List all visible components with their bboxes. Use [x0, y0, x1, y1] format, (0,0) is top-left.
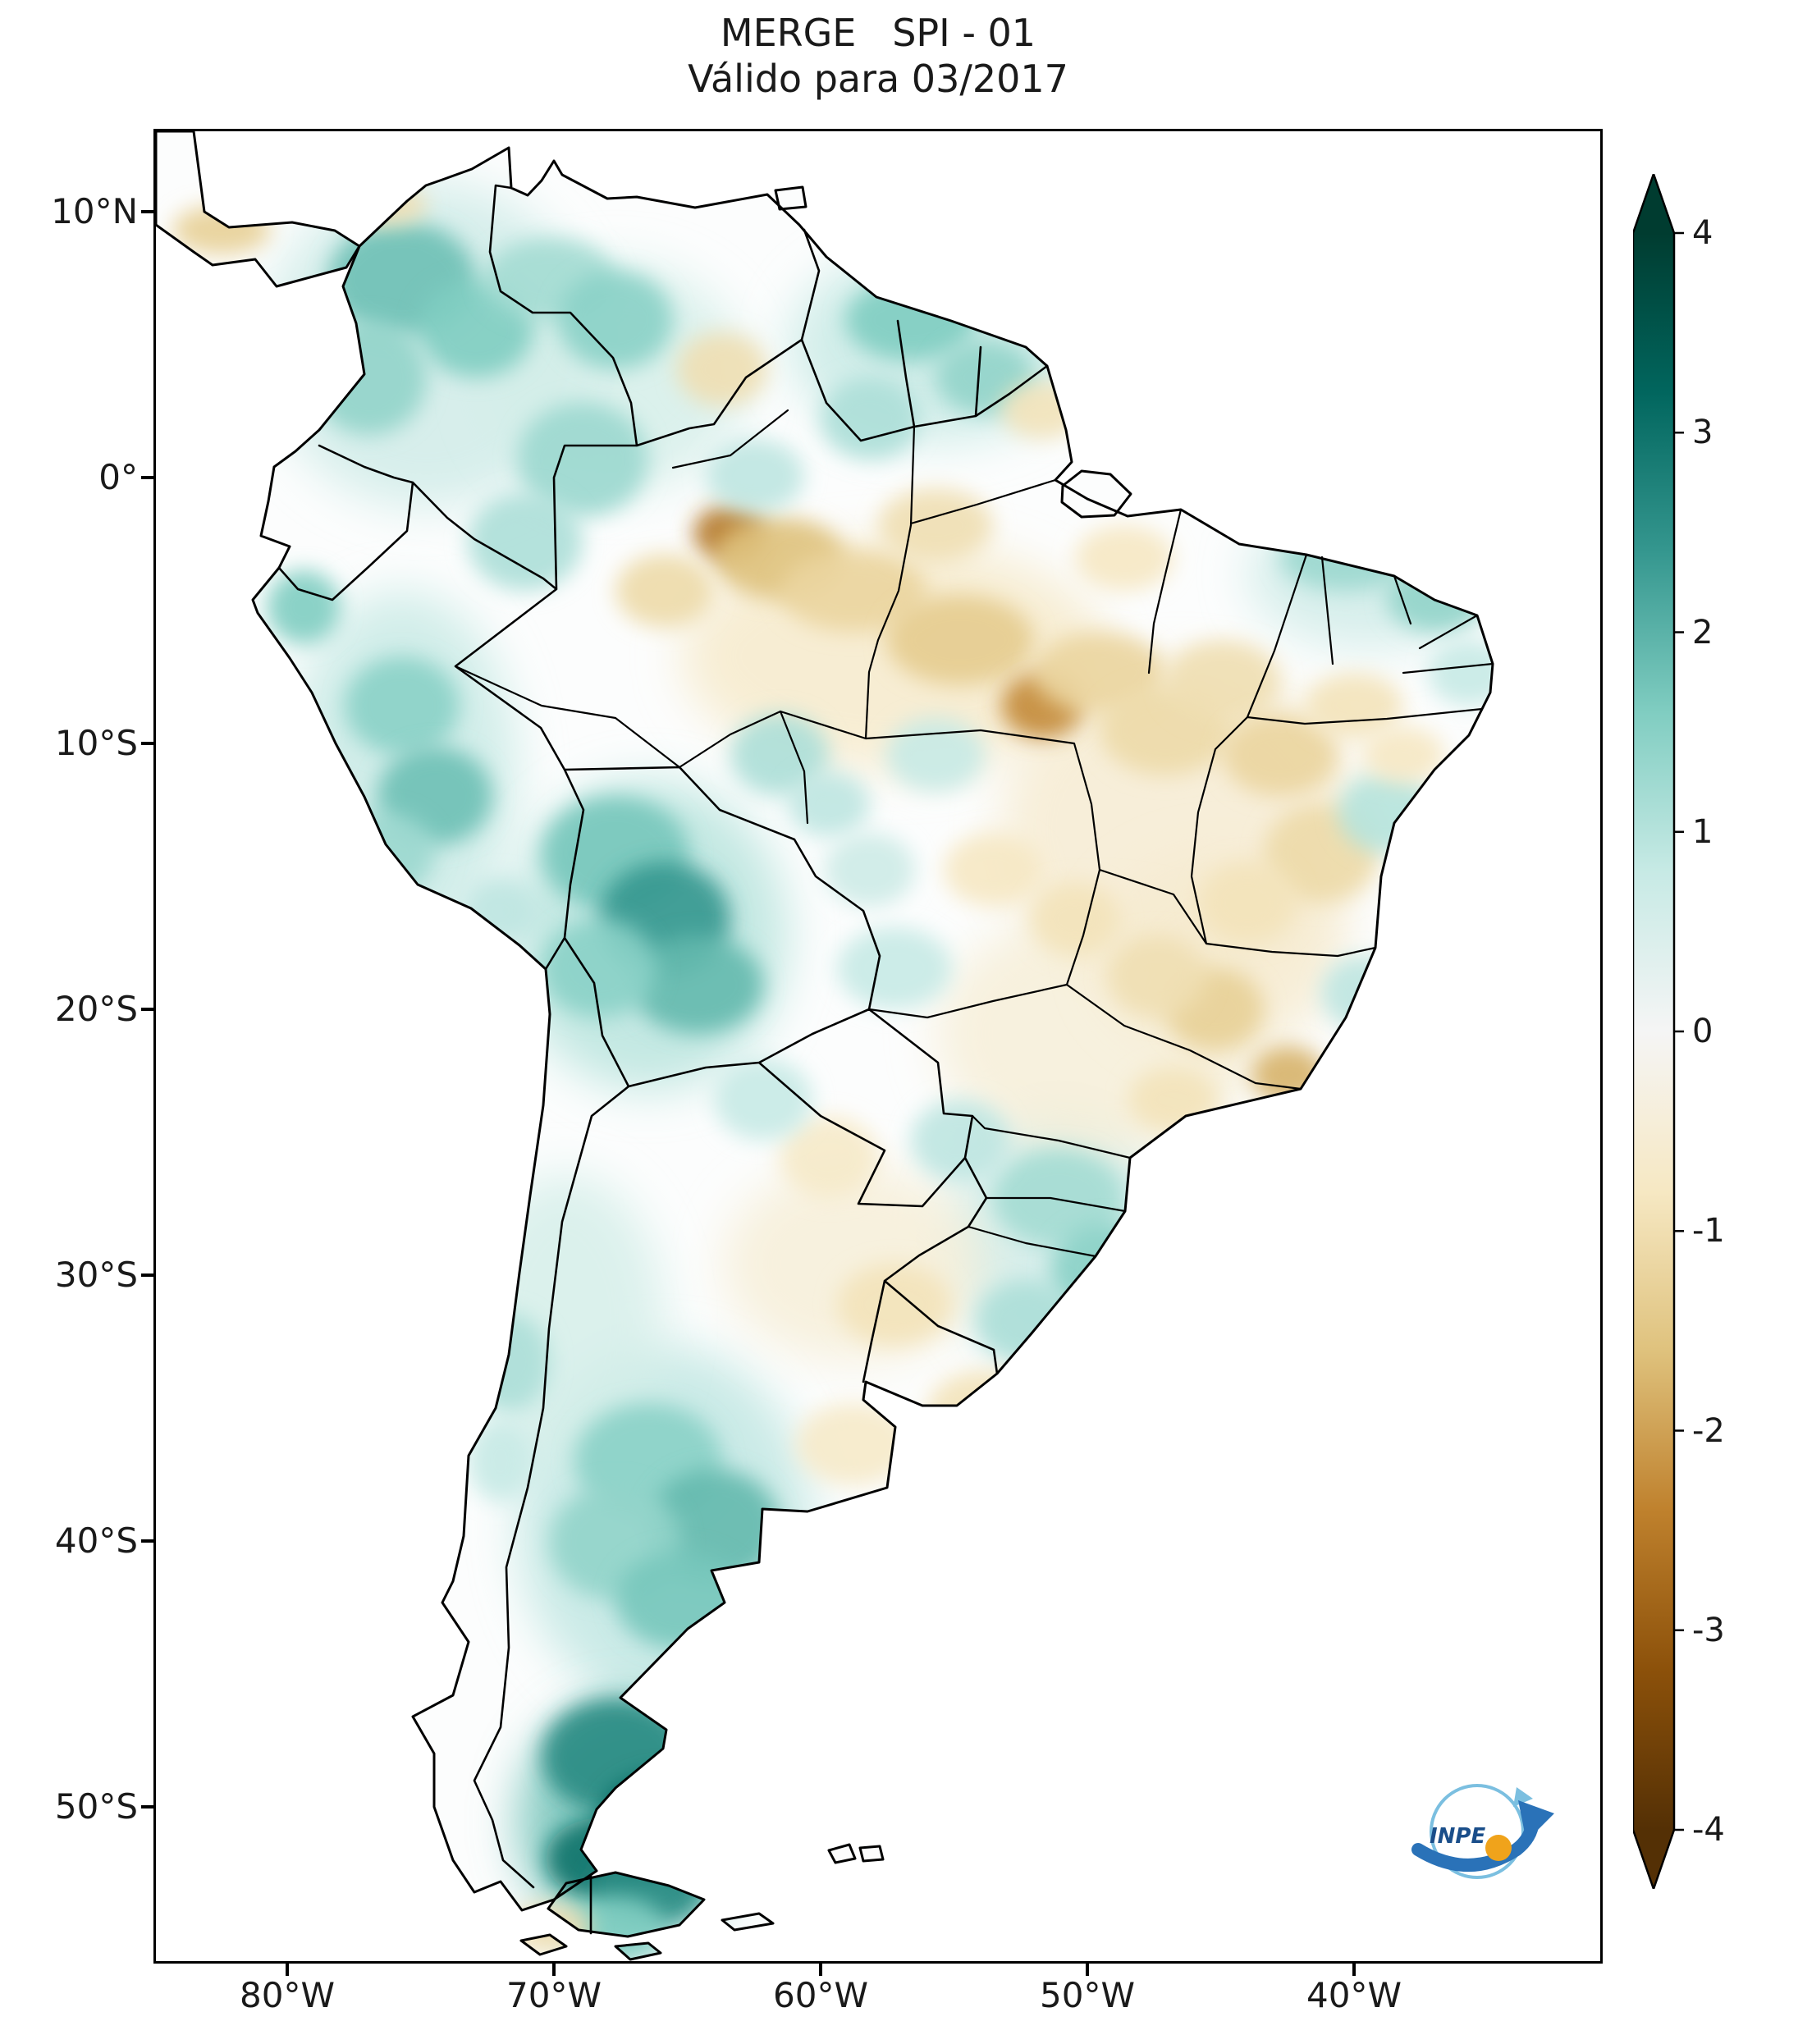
spi-anomaly-blob — [468, 1313, 550, 1411]
spi-anomaly-blob — [1321, 956, 1403, 1030]
y-axis-tick-label: 20°S — [54, 989, 138, 1029]
spi-anomaly-blob — [837, 1264, 952, 1346]
spi-anomaly-blob — [780, 1116, 878, 1198]
y-axis-tick-mark — [141, 1273, 154, 1277]
figure-title: MERGE SPI - 01 — [720, 11, 1036, 55]
x-axis-tick-label: 50°W — [1040, 1975, 1135, 2015]
x-axis-tick-mark — [1352, 1963, 1356, 1976]
brazil-state-borders — [454, 409, 1494, 1258]
y-axis-tick-mark — [141, 476, 154, 479]
x-axis-tick-label: 80°W — [240, 1975, 335, 2015]
colorbar-under-arrow — [1633, 1830, 1674, 1889]
spi-anomaly-blob — [542, 1699, 689, 1813]
colorbar-tick-label: -3 — [1692, 1611, 1725, 1649]
y-axis-tick-label: 50°S — [54, 1786, 138, 1827]
colorbar-tick-label: 1 — [1692, 812, 1713, 851]
colorbar-gradient-body — [1633, 233, 1674, 1830]
spi-anomaly-blob — [1030, 882, 1120, 956]
inpe-logo: INPE — [1411, 1784, 1554, 1879]
colorbar-tick-label: 3 — [1692, 414, 1713, 452]
spi-anomaly-blob — [1280, 525, 1411, 591]
colorbar-tick-label: -4 — [1692, 1811, 1725, 1849]
spi-anomaly-blob — [615, 554, 714, 628]
x-axis-tick-mark — [1086, 1963, 1089, 1976]
spi-anomaly-blob — [714, 1059, 812, 1141]
colorbar-tick-label: -2 — [1692, 1411, 1725, 1450]
spi-anomaly-blob — [886, 718, 985, 792]
spi-anomaly-blob — [837, 927, 952, 1009]
spi-anomaly-blob — [821, 377, 919, 460]
spi-anomaly-blob — [1108, 935, 1206, 1017]
spi-anomaly-blob — [886, 595, 1034, 685]
colorbar — [1631, 172, 1690, 1891]
y-axis-tick-label: 40°S — [54, 1520, 138, 1561]
spi-anomaly-blob — [1428, 640, 1493, 706]
spi-anomaly-blob — [1165, 640, 1280, 722]
y-axis-tick-mark — [141, 210, 154, 213]
south-america-map — [154, 130, 1494, 1961]
spi-anomaly-blob — [361, 919, 443, 985]
y-axis-tick-mark — [141, 1805, 154, 1809]
spi-anomaly-blob — [911, 1100, 1009, 1182]
spi-anomaly-blob — [849, 1887, 891, 1900]
spi-anomaly-blob — [1338, 771, 1436, 853]
y-axis-tick-mark — [141, 1539, 154, 1543]
spi-anomaly-blob — [468, 492, 583, 591]
x-axis-tick-label: 40°W — [1306, 1975, 1402, 2015]
colorbar-tick-label: 0 — [1692, 1013, 1713, 1050]
spi-anomaly-blob — [878, 488, 993, 562]
y-axis-tick-label: 10°S — [54, 723, 138, 763]
y-axis-tick-label: 30°S — [54, 1255, 138, 1295]
y-axis-tick-mark — [141, 1008, 154, 1011]
colorbar-tick-label: -1 — [1692, 1212, 1725, 1251]
planet-icon — [1485, 1835, 1512, 1861]
spi-anomaly-blob — [1128, 1067, 1219, 1132]
spi-anomaly-blob — [796, 1403, 911, 1485]
map-plot-area: INPE — [153, 129, 1603, 1964]
y-axis-tick-label: 10°N — [51, 191, 138, 231]
spi-anomaly-blob — [788, 771, 870, 837]
inpe-wordmark: INPE — [1430, 1824, 1485, 1849]
spi-anomaly-blob — [1198, 862, 1297, 944]
y-axis-tick-label: 0° — [98, 457, 138, 497]
spi-anomaly-blob — [1223, 714, 1338, 796]
colorbar-svg — [1631, 172, 1684, 1891]
orbit-arrowhead-icon — [1513, 1787, 1533, 1807]
spi-anomaly-blob — [542, 919, 657, 1017]
spi-anomaly-blob — [345, 656, 460, 755]
spi-anomaly-blob — [468, 1420, 533, 1502]
spi-anomaly-blob — [336, 812, 435, 894]
spi-anomaly-blob — [1251, 1046, 1325, 1104]
spi-anomaly-blob — [706, 439, 804, 513]
spi-anomaly-blob — [677, 332, 767, 406]
spi-anomaly-blob — [1362, 726, 1444, 784]
spi-anomaly-blob — [267, 570, 341, 644]
spi-anomaly-blob — [1075, 525, 1174, 591]
spi-anomaly-blob — [1215, 1124, 1313, 1190]
x-axis-tick-label: 70°W — [506, 1975, 602, 2015]
colorbar-tick-label: 4 — [1692, 214, 1713, 252]
spi-anomaly-blob — [825, 833, 915, 907]
colorbar-tick-label: 2 — [1692, 613, 1713, 652]
x-axis-tick-mark — [819, 1963, 822, 1976]
orbit-ring-icon — [1430, 1784, 1525, 1879]
x-axis-tick-mark — [286, 1963, 289, 1976]
x-axis-tick-mark — [552, 1963, 556, 1976]
spi-anomaly-blob — [632, 935, 763, 1034]
x-axis-tick-label: 60°W — [773, 1975, 868, 2015]
spi-anomaly-blob — [558, 271, 673, 369]
swirl-arrowhead-icon — [1518, 1800, 1554, 1841]
spi-anomaly-blob — [599, 1772, 730, 1871]
y-axis-tick-mark — [141, 742, 154, 745]
spi-anomaly-blob — [944, 833, 1042, 907]
country-state-borders — [277, 184, 1494, 1935]
country-borders — [277, 184, 1049, 1935]
figure-subtitle: Válido para 03/2017 — [688, 57, 1068, 101]
spi-anomaly-blob — [517, 402, 648, 517]
colorbar-over-arrow — [1633, 174, 1674, 233]
spi-anomaly-blob — [345, 185, 427, 226]
spi-anomaly-blob — [993, 1149, 1124, 1247]
